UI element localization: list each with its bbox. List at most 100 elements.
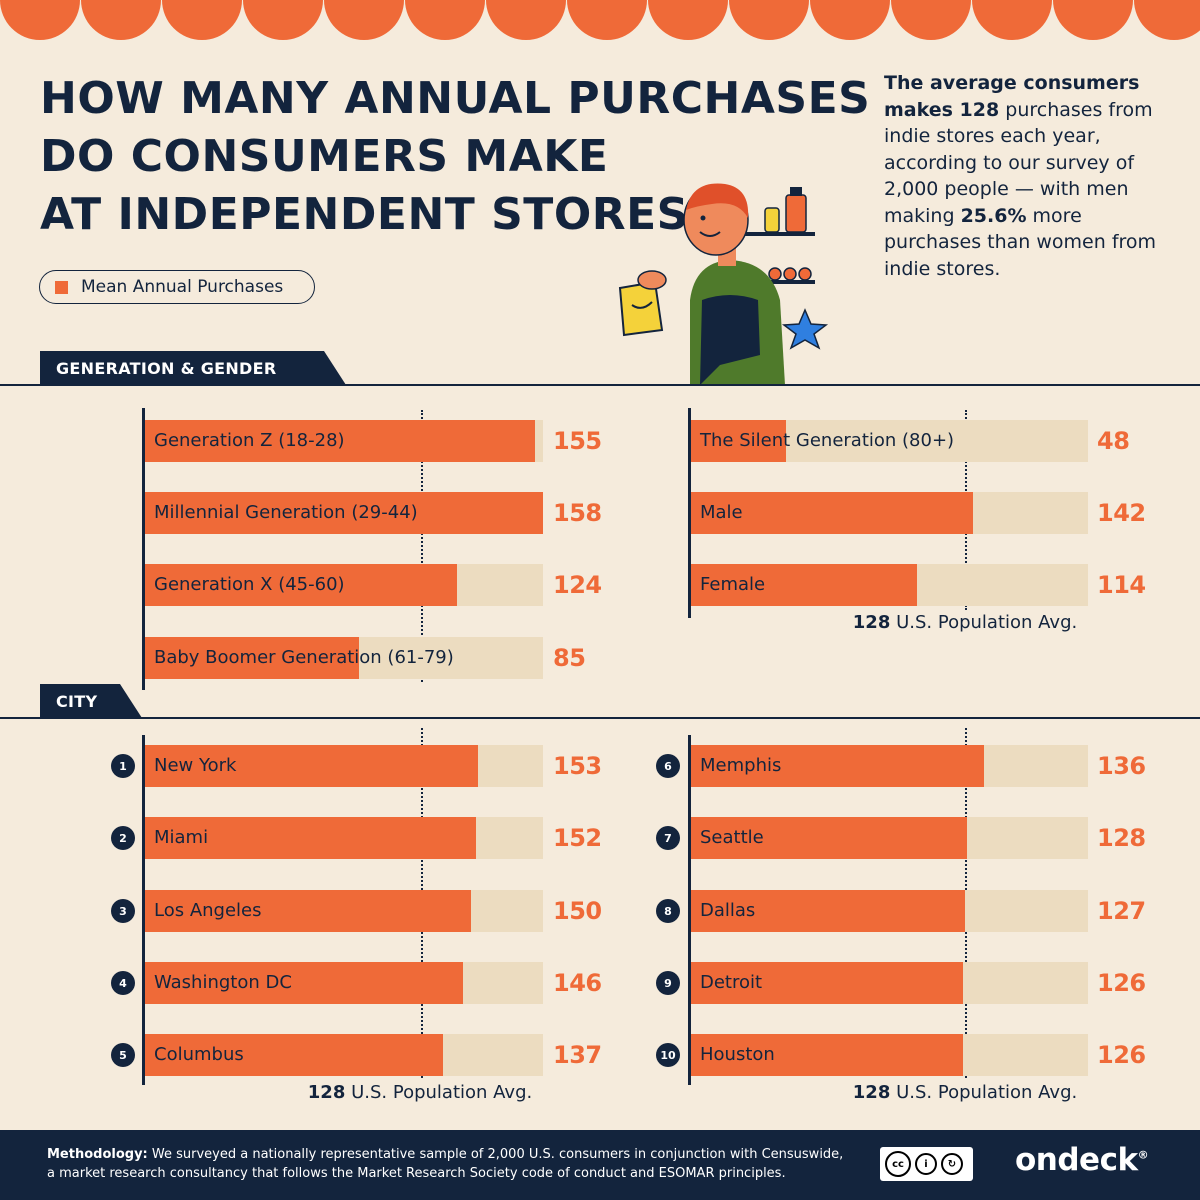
bar-value: 126	[1097, 969, 1146, 997]
methodology-text: We surveyed a nationally representative …	[47, 1147, 844, 1181]
bar-track: Dallas	[691, 890, 1088, 932]
intro-bold-percent: 25.6%	[960, 204, 1027, 227]
bar-label: Male	[700, 502, 743, 523]
scallop-shape	[405, 0, 485, 40]
shelf-bottom-icon	[760, 280, 815, 284]
scallop-shape	[891, 0, 971, 40]
bar-label: Detroit	[700, 972, 763, 993]
methodology-label: Methodology:	[47, 1147, 148, 1162]
bag-scribble-icon	[631, 301, 653, 309]
bar-track: Columbus	[145, 1034, 543, 1076]
brand-name: ondeck	[1015, 1142, 1138, 1178]
bar-label: New York	[154, 755, 237, 776]
bar-fill	[691, 420, 787, 462]
chart-axis	[142, 408, 145, 690]
bar-fill	[145, 890, 472, 932]
rank-badge: 5	[111, 1043, 135, 1067]
bar-value: 158	[553, 499, 602, 527]
rank-badge: 3	[111, 899, 135, 923]
bar-value: 48	[1097, 427, 1130, 455]
bar-fill	[145, 564, 458, 606]
average-label: U.S. Population Avg.	[896, 612, 1078, 633]
chart-axis	[142, 735, 145, 1085]
bar-track: Generation X (45-60)	[145, 564, 543, 606]
bar-fill	[145, 745, 478, 787]
bar-label: Miami	[154, 827, 209, 848]
chart-axis	[688, 735, 691, 1085]
average-value: 128	[852, 612, 891, 633]
bar-value: 136	[1097, 752, 1146, 780]
scallop-shape	[1053, 0, 1133, 40]
scallop-shape	[1134, 0, 1200, 40]
bar-value: 152	[553, 824, 602, 852]
bottle-icon	[785, 194, 807, 233]
bar-track: New York	[145, 745, 543, 787]
page-title: HOW MANY ANNUAL PURCHASES DO CONSUMERS M…	[40, 70, 870, 244]
scallop-shape	[162, 0, 242, 40]
average-reference-line	[421, 410, 423, 682]
bar-label: Seattle	[700, 827, 764, 848]
average-value: 128	[852, 1082, 891, 1103]
bar-label: Houston	[700, 1044, 775, 1065]
bar-track: The Silent Generation (80+)	[691, 420, 1088, 462]
rank-badge: 10	[656, 1043, 680, 1067]
bar-track: Male	[691, 492, 1088, 534]
bar-track: Washington DC	[145, 962, 543, 1004]
shopkeeper-illustration	[618, 183, 829, 385]
ondeck-logo[interactable]: ondeck®	[1015, 1142, 1149, 1178]
bar-track: Houston	[691, 1034, 1088, 1076]
bar-value: 128	[1097, 824, 1146, 852]
bar-label: Generation Z (18-28)	[154, 430, 345, 451]
average-caption: 128 U.S. Population Avg.	[780, 612, 1150, 633]
bar-track: Seattle	[691, 817, 1088, 859]
bar-label: The Silent Generation (80+)	[700, 430, 955, 451]
bar-fill	[145, 492, 543, 534]
bar-track: Los Angeles	[145, 890, 543, 932]
bar-label: Memphis	[700, 755, 782, 776]
scallop-shape	[972, 0, 1052, 40]
scallop-shape	[324, 0, 404, 40]
rank-badge: 2	[111, 826, 135, 850]
rank-badge: 1	[111, 754, 135, 778]
bar-label: Millennial Generation (29-44)	[154, 502, 418, 523]
bar-value: 126	[1097, 1041, 1146, 1069]
bar-value: 85	[553, 644, 586, 672]
section-label: GENERATION & GENDER	[56, 358, 277, 378]
scallop-shape	[486, 0, 566, 40]
legend: Mean Annual Purchases	[39, 270, 315, 304]
bar-track: Female	[691, 564, 1088, 606]
bar-value: 142	[1097, 499, 1146, 527]
bar-fill	[145, 1034, 443, 1076]
title-line-3: AT INDEPENDENT STORES?	[40, 189, 715, 240]
bar-label: Washington DC	[154, 972, 292, 993]
bar-fill	[691, 962, 963, 1004]
scallop-shape	[0, 0, 80, 40]
creative-commons-badge[interactable]: cc i ↻	[880, 1147, 973, 1181]
rank-badge: 4	[111, 971, 135, 995]
bar-track: Memphis	[691, 745, 1088, 787]
shelf-top-icon	[740, 232, 815, 236]
bottle-cap-icon	[790, 187, 802, 196]
scallop-shape	[648, 0, 728, 40]
registered-mark: ®	[1137, 1148, 1149, 1162]
bar-track: Baby Boomer Generation (61-79)	[145, 637, 543, 679]
bar-value: 155	[553, 427, 602, 455]
apron-icon	[700, 295, 760, 385]
intro-bold: The average consumers makes 128	[884, 72, 1140, 121]
attribution-icon: i	[915, 1153, 937, 1175]
scallop-shape	[810, 0, 890, 40]
rank-badge: 9	[656, 971, 680, 995]
scallop-shape	[81, 0, 161, 40]
bar-value: 124	[553, 571, 602, 599]
share-alike-icon: ↻	[941, 1153, 963, 1175]
intro-text-1: purchases from indie stores each year, a…	[884, 98, 1153, 227]
bar-label: Columbus	[154, 1044, 244, 1065]
legend-swatch	[55, 280, 68, 294]
methodology-note: Methodology: We surveyed a nationally re…	[47, 1145, 847, 1183]
cupcake-icon	[768, 267, 782, 281]
bar-value: 114	[1097, 571, 1146, 599]
rank-badge: 7	[656, 826, 680, 850]
bar-fill	[691, 745, 985, 787]
bar-track: Millennial Generation (29-44)	[145, 492, 543, 534]
section-tab-generation-gender: GENERATION & GENDER	[40, 351, 346, 385]
